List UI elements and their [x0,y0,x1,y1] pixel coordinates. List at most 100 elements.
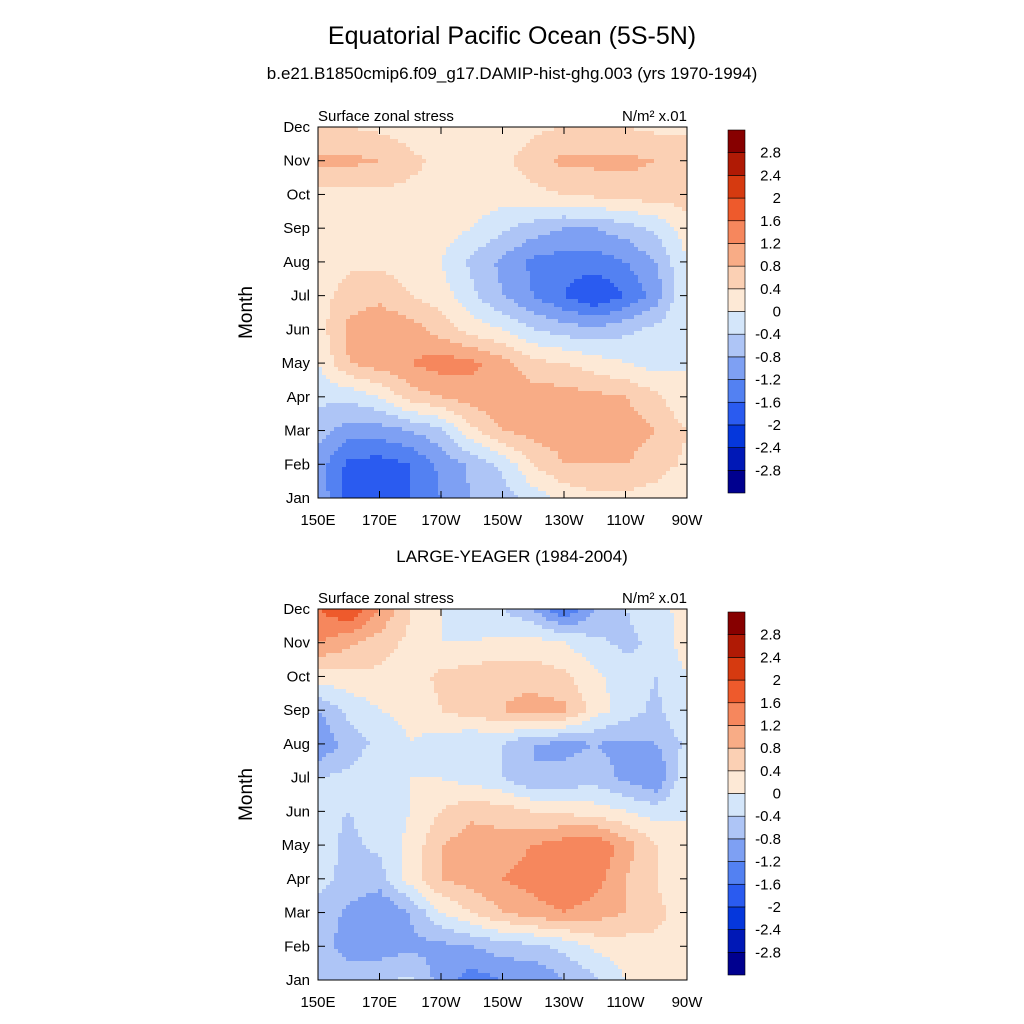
contour-cell [650,315,655,320]
contour-cell [658,287,663,292]
contour-cell [390,179,395,184]
contour-cell [634,255,639,260]
contour-cell [350,271,355,276]
contour-cell [366,251,371,256]
contour-cell [378,191,383,196]
contour-cell [486,243,491,248]
contour-cell [390,203,395,208]
contour-cell [446,259,451,264]
contour-cell [602,299,607,304]
contour-cell [486,319,491,324]
contour-cell [630,291,635,296]
contour-cell [498,255,503,260]
contour-cell [646,135,651,140]
contour-cell [662,331,667,336]
contour-cell [342,239,347,244]
contour-cell [570,183,575,188]
contour-cell [430,167,435,172]
contour-cell [470,243,475,248]
contour-cell [646,247,651,252]
contour-cell [402,239,407,244]
contour-cell [334,183,339,188]
contour-cell [518,259,523,264]
contour-cell [550,187,555,192]
contour-cell [458,243,463,248]
contour-cell [666,147,671,152]
contour-cell [462,191,467,196]
contour-cell [602,259,607,264]
contour-cell [422,295,427,300]
contour-cell [578,219,583,224]
contour-cell [626,151,631,156]
contour-cell [646,167,651,172]
contour-cell [406,183,411,188]
contour-cell [602,127,607,132]
contour-cell [586,319,591,324]
contour-cell [622,199,627,204]
contour-cell [358,151,363,156]
contour-cell [558,223,563,228]
contour-cell [594,231,599,236]
contour-cell [662,179,667,184]
contour-cell [374,243,379,248]
contour-cell [462,175,467,180]
contour-cell [450,175,455,180]
contour-cell [366,223,371,228]
contour-cell [598,267,603,272]
contour-cell [518,339,523,344]
contour-cell [366,215,371,220]
contour-cell [630,219,635,224]
contour-cell [570,207,575,212]
contour-cell [638,183,643,188]
contour-cell [422,231,427,236]
contour-cell [326,135,331,140]
contour-cell [318,259,323,264]
contour-cell [482,319,487,324]
contour-cell [438,211,443,216]
contour-cell [482,259,487,264]
contour-cell [638,219,643,224]
contour-cell [514,319,519,324]
contour-cell [554,183,559,188]
contour-cell [482,307,487,312]
contour-cell [590,151,595,156]
contour-cell [570,147,575,152]
contour-cell [578,327,583,332]
contour-cell [390,287,395,292]
contour-cell [366,167,371,172]
contour-cell [522,279,527,284]
contour-cell [334,251,339,256]
contour-cell [378,335,383,340]
contour-cell [470,283,475,288]
contour-cell [350,215,355,220]
contour-cell [502,295,507,300]
contour-cell [622,315,627,320]
contour-cell [522,235,527,240]
contour-cell [578,279,583,284]
contour-cell [486,239,491,244]
contour-cell [622,247,627,252]
contour-cell [398,195,403,200]
contour-cell [590,299,595,304]
contour-cell [406,223,411,228]
contour-cell [594,251,599,256]
contour-cell [606,223,611,228]
contour-cell [426,311,431,316]
contour-cell [470,147,475,152]
contour-cell [390,147,395,152]
contour-cell [578,175,583,180]
contour-cell [438,283,443,288]
contour-cell [378,215,383,220]
contour-cell [322,299,327,304]
contour-cell [678,239,683,244]
contour-cell [322,275,327,280]
contour-cell [422,315,427,320]
contour-cell [478,311,483,316]
contour-cell [658,187,663,192]
contour-cell [614,255,619,260]
contour-cell [638,295,643,300]
contour-cell [334,263,339,268]
contour-cell [590,191,595,196]
contour-cell [450,239,455,244]
contour-cell [626,283,631,288]
